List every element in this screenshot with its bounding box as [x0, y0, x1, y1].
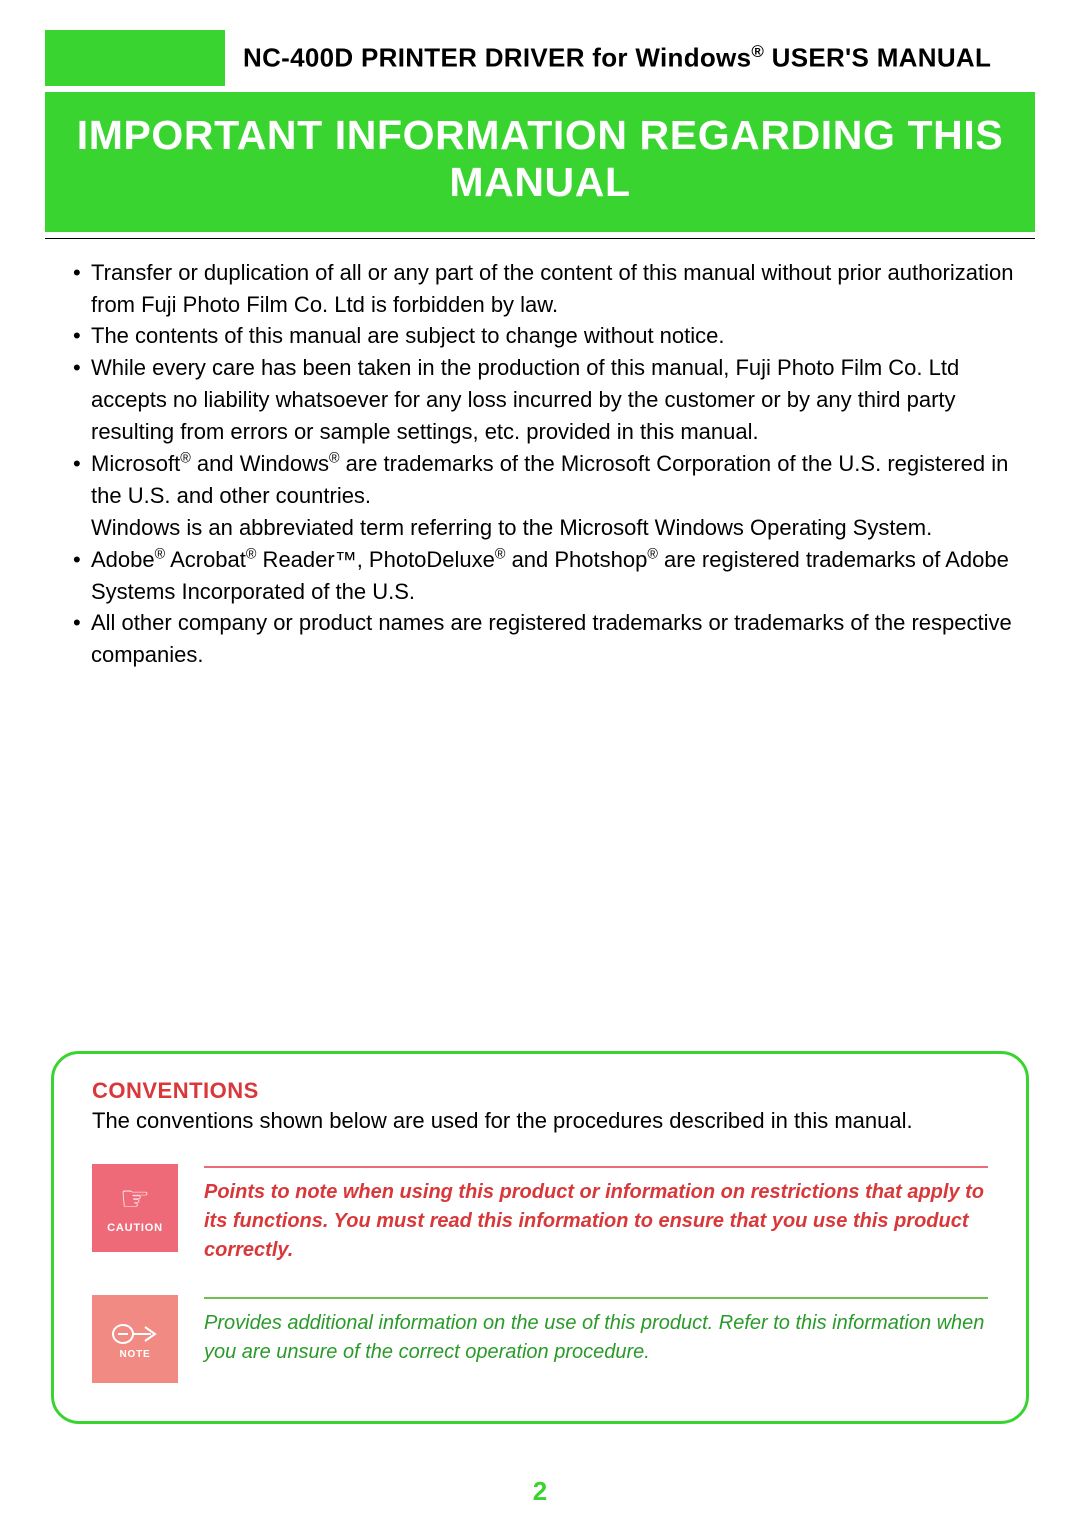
conventions-box: CONVENTIONS The conventions shown below … [51, 1051, 1029, 1424]
conventions-intro: The conventions shown below are used for… [92, 1108, 988, 1134]
note-icon-label: NOTE [120, 1349, 151, 1360]
caution-icon-glyph: ☞ [120, 1182, 150, 1216]
convention-item-caution: ☞ CAUTION Points to note when using this… [92, 1164, 988, 1265]
header-accent-block [45, 30, 225, 86]
main-title: IMPORTANT INFORMATION REGARDING THIS MAN… [45, 92, 1035, 232]
bullet-item: Microsoft® and Windows® are trademarks o… [73, 448, 1029, 544]
note-text: Provides additional information on the u… [204, 1309, 988, 1367]
note-rule [204, 1297, 988, 1299]
note-icon-glyph [111, 1319, 159, 1349]
bullet-item: The contents of this manual are subject … [73, 320, 1029, 352]
bullet-list: Transfer or duplication of all or any pa… [45, 257, 1035, 672]
caution-text: Points to note when using this product o… [204, 1178, 988, 1265]
caution-icon-label: CAUTION [107, 1222, 163, 1234]
bullet-item: All other company or product names are r… [73, 607, 1029, 671]
caution-icon: ☞ CAUTION [92, 1164, 178, 1252]
caution-rule [204, 1166, 988, 1168]
note-icon: NOTE [92, 1295, 178, 1383]
page-number: 2 [0, 1476, 1080, 1507]
header-row: NC-400D PRINTER DRIVER for Windows® USER… [45, 30, 1035, 86]
bullet-item: Adobe® Acrobat® Reader™, PhotoDeluxe® an… [73, 544, 1029, 608]
convention-item-note: NOTE Provides additional information on … [92, 1295, 988, 1383]
bullet-item: While every care has been taken in the p… [73, 352, 1029, 448]
header-subtitle: NC-400D PRINTER DRIVER for Windows® USER… [225, 30, 1035, 86]
divider [45, 238, 1035, 239]
convention-text-wrap: Points to note when using this product o… [204, 1164, 988, 1265]
convention-text-wrap: Provides additional information on the u… [204, 1295, 988, 1367]
bullet-item: Transfer or duplication of all or any pa… [73, 257, 1029, 321]
conventions-heading: CONVENTIONS [92, 1078, 988, 1104]
